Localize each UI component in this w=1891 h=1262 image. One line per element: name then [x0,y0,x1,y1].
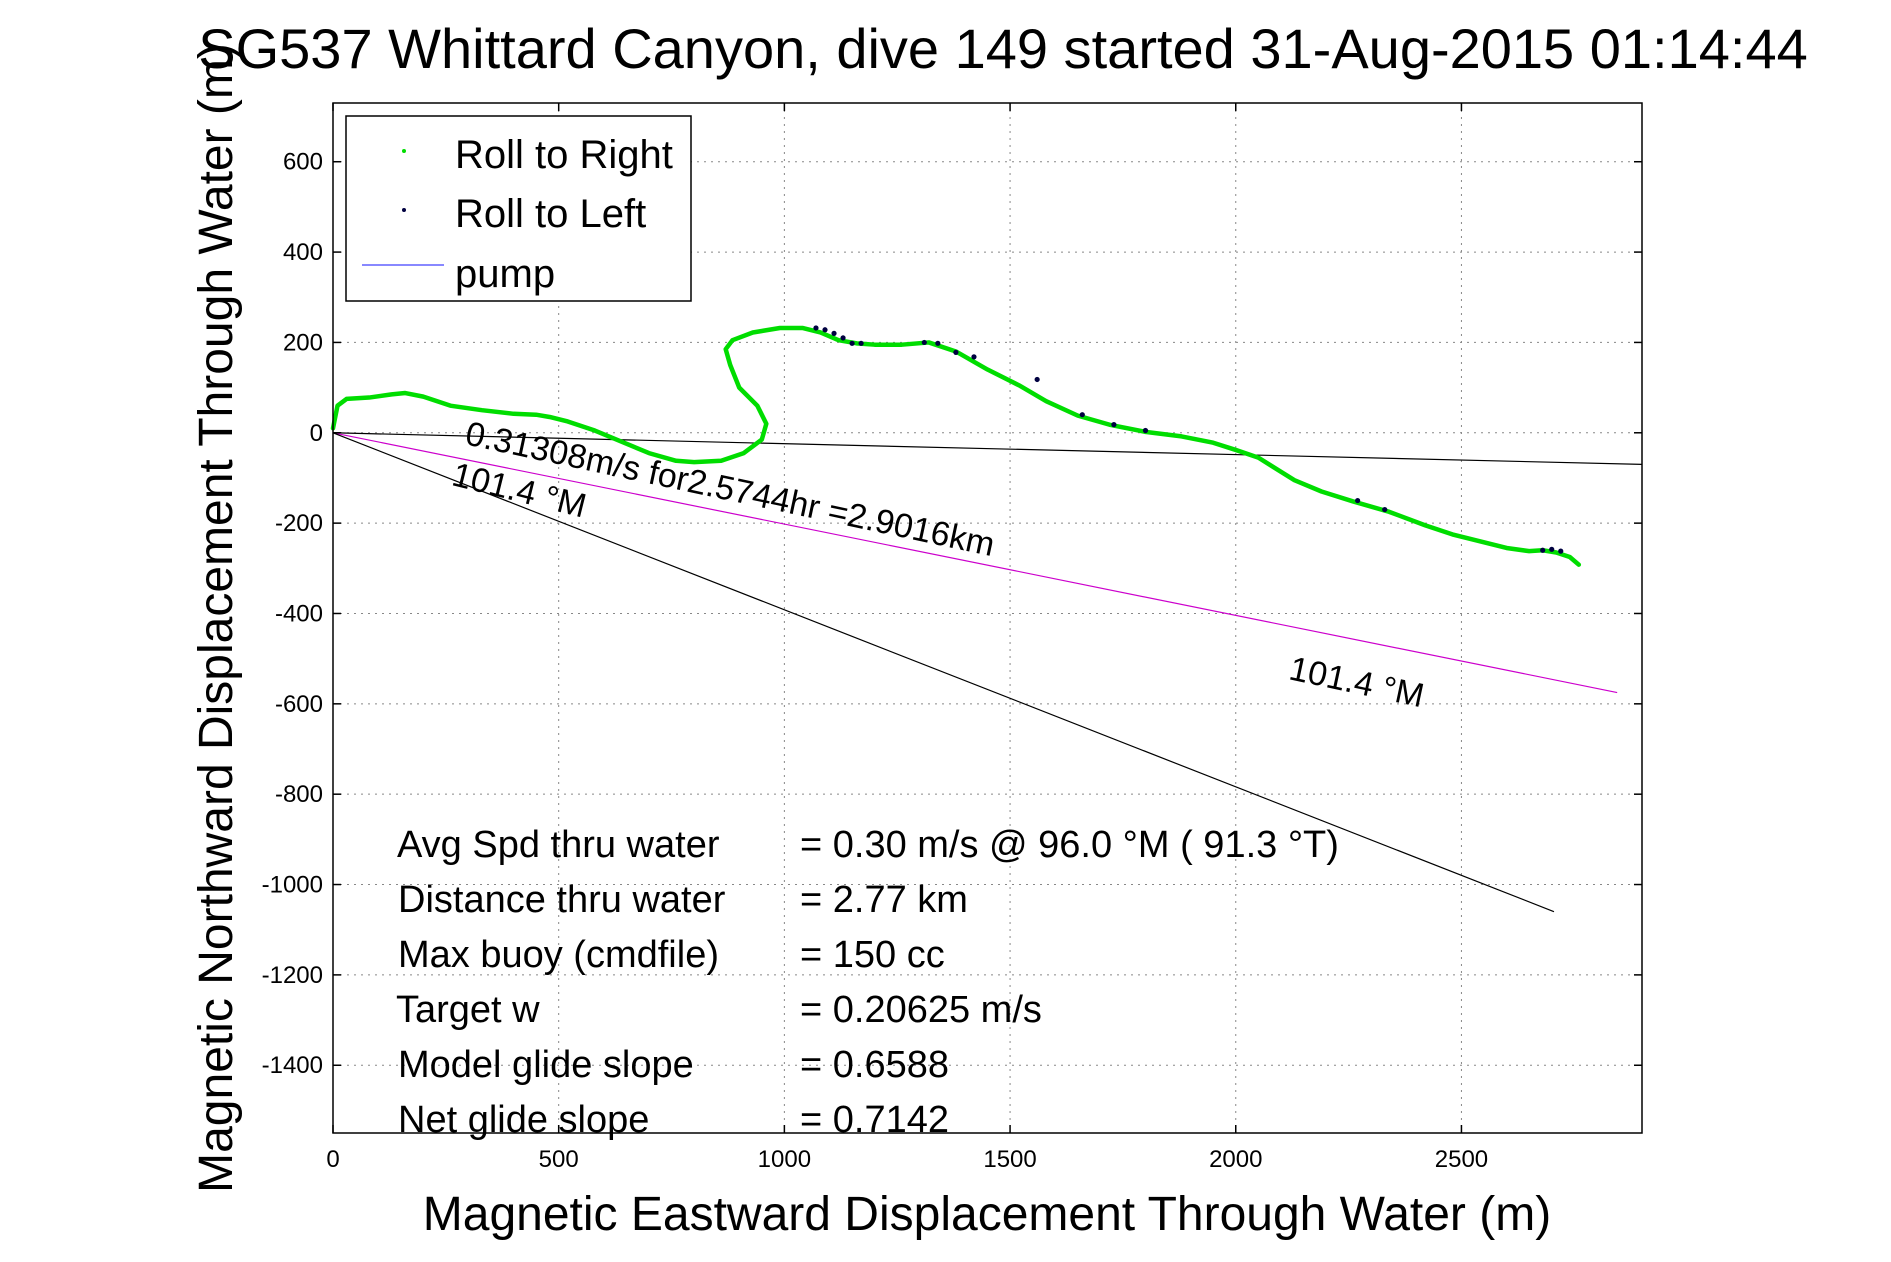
roll-left-point [935,340,941,346]
y-tick-label: -1200 [262,962,323,989]
legend: Roll to Right Roll to Left pump [345,115,692,302]
roll-left-point [1540,547,1546,553]
series-roll-right-track [330,325,1582,567]
stat-distance-value: = 2.77 km [800,879,968,921]
roll-left-point [1558,548,1564,554]
stat-net-glide-value: = 0.7142 [800,1099,949,1141]
roll-left-point [840,335,846,341]
legend-roll-left-label: Roll to Left [455,192,646,236]
y-tick-label: -1400 [262,1052,323,1079]
stat-max-buoy-value: = 150 cc [800,934,945,976]
reference-line-1 [332,432,1618,694]
stat-net-glide-label: Net glide slope [398,1099,649,1141]
chart-title: SG537 Whittard Canyon, dive 149 started … [198,17,1807,80]
stat-distance-label: Distance thru water [398,879,726,921]
roll-left-point [921,339,927,346]
y-axis-label: Magnetic Northward Displacement Through … [190,43,243,1193]
x-tick-label: 2000 [1209,1146,1262,1173]
roll-left-point [849,340,855,346]
roll-left-point [813,325,819,331]
x-tick-label: 2500 [1435,1146,1488,1173]
axis-ticks: 0 500 1000 1500 2000 25006004002000-200-400-6… [262,103,1642,1173]
line-annotation-2: 101.4 °M [1286,650,1427,716]
reference-line-0 [332,432,1643,466]
stats-block: Avg Spd thru water = 0.30 m/s @ 96.0 °M … [396,824,1339,1141]
roll-left-point [831,330,837,336]
legend-roll-right-marker [402,149,406,153]
legend-roll-right-label: Roll to Right [455,133,673,177]
roll-left-point [1079,412,1085,418]
y-tick-label: 400 [283,239,323,266]
roll-left-point [953,349,959,355]
roll-left-point [1549,546,1555,552]
roll-left-point [1355,497,1361,504]
legend-pump-label: pump [455,252,555,296]
roll-left-point [1382,506,1388,513]
stat-avg-speed-value: = 0.30 m/s @ 96.0 °M ( 91.3 °T) [800,824,1339,866]
roll-left-point [1142,427,1149,434]
roll-left-point [858,340,864,346]
stat-model-glide-label: Model glide slope [398,1044,694,1086]
roll-left-point [971,354,977,360]
x-axis-label: Magnetic Eastward Displacement Through W… [423,1188,1551,1241]
y-tick-label: 0 [310,420,323,447]
legend-roll-left-marker [402,208,406,212]
x-tick-label: 0 [326,1146,339,1173]
stat-target-w-label: Target w [396,989,540,1031]
y-tick-label: 600 [283,149,323,176]
y-tick-label: -400 [275,600,323,627]
stat-avg-speed-label: Avg Spd thru water [397,824,720,866]
roll-left-point [822,327,828,333]
y-tick-label: -600 [275,691,323,718]
y-tick-label: 200 [283,329,323,356]
stat-max-buoy-label: Max buoy (cmdfile) [398,934,719,976]
x-tick-label: 500 [539,1146,579,1173]
plot-area [330,325,1643,913]
roll-left-point [1111,422,1117,428]
reference-line-2 [332,432,1555,913]
stat-model-glide-value: = 0.6588 [800,1044,949,1086]
stat-target-w-value: = 0.20625 m/s [800,989,1042,1031]
plot-frame [332,102,1643,1134]
y-tick-label: -1000 [262,872,323,899]
y-tick-label: -800 [275,781,323,808]
roll-left-point [1034,376,1040,383]
x-tick-label: 1000 [758,1146,811,1173]
x-tick-label: 1500 [983,1146,1036,1173]
y-tick-label: -200 [275,510,323,537]
